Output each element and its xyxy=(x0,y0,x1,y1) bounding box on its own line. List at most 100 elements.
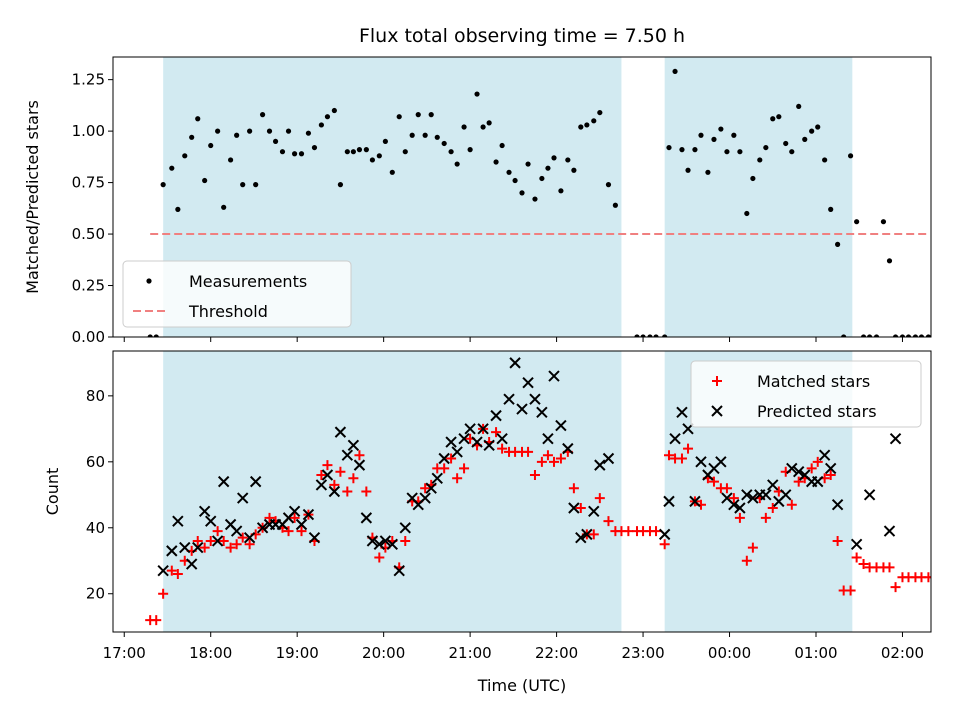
predicted-stars-point xyxy=(451,446,463,458)
x-tick-label: 01:00 xyxy=(794,644,837,662)
matched-stars-point xyxy=(812,456,823,467)
measurements-point xyxy=(634,334,640,337)
measurements-point xyxy=(221,204,227,210)
y-tick-label: 0.25 xyxy=(72,277,105,295)
predicted-stars-point xyxy=(256,522,269,534)
measurements-point xyxy=(666,144,672,151)
measurements-point xyxy=(612,202,618,208)
measurements-point xyxy=(662,334,668,337)
measurements-point xyxy=(783,140,789,147)
predicted-stars-point xyxy=(373,538,386,550)
predicted-stars-point xyxy=(230,525,243,537)
predicted-stars-point xyxy=(568,502,580,514)
measurements-point xyxy=(698,132,704,138)
matched-stars-point xyxy=(452,473,463,484)
matched-stars-point xyxy=(212,526,223,537)
matched-stars-point xyxy=(205,535,216,546)
chart-title: Flux total observing time = 7.50 h xyxy=(359,25,685,47)
legend-label-measurements: Measurements xyxy=(189,272,307,291)
observing-window-2 xyxy=(664,57,853,337)
predicted-stars-point xyxy=(602,452,615,465)
measurements-point xyxy=(382,138,388,145)
predicted-stars-point xyxy=(588,505,600,517)
matched-stars-point xyxy=(923,572,931,583)
predicted-stars-point xyxy=(438,452,450,465)
predicted-stars-point xyxy=(812,475,824,488)
observing-window-1 xyxy=(163,351,622,632)
y-axis-label-top: Matched/Predicted stars xyxy=(23,100,42,294)
matched-stars-point xyxy=(296,526,307,537)
predicted-stars-point xyxy=(780,489,792,501)
predicted-stars-point xyxy=(760,489,772,501)
y-tick-label: 0.75 xyxy=(72,174,105,192)
y-tick-label: 0.00 xyxy=(72,328,105,346)
predicted-stars-point xyxy=(341,449,354,461)
measurements-point xyxy=(189,134,195,140)
legend-box xyxy=(690,360,922,428)
y-tick-label: 0.50 xyxy=(72,225,105,243)
measurements-point xyxy=(311,144,318,151)
measurements-point xyxy=(905,334,912,337)
matched-stars-point xyxy=(708,476,719,487)
predicted-stars-point xyxy=(179,541,191,554)
measurements-point xyxy=(605,182,612,188)
measurements-point xyxy=(247,128,253,134)
matched-stars-point xyxy=(683,443,694,454)
measurements-point xyxy=(796,103,802,110)
measurements-point xyxy=(597,109,603,116)
measurements-point xyxy=(486,120,492,126)
matched-stars-point xyxy=(459,463,470,474)
x-tick-label: 00:00 xyxy=(708,644,751,662)
predicted-stars-point xyxy=(792,466,805,478)
predicted-stars-point xyxy=(249,475,262,488)
predicted-stars-point xyxy=(353,459,366,471)
measurements-point xyxy=(822,157,828,163)
measurements-point xyxy=(737,149,743,155)
measurements-point xyxy=(578,124,584,130)
measurements-point xyxy=(480,124,486,130)
panel-counts: 20 40 60 80 17:00 18:00 19:00 20:00 21:00 22:00 23… xyxy=(86,350,952,662)
matched-stars-point xyxy=(289,512,300,523)
y-tick-label: 60 xyxy=(86,453,105,471)
matched-stars-point xyxy=(676,453,687,464)
matched-stars-point xyxy=(721,483,732,494)
predicted-stars-point xyxy=(734,502,746,514)
measurements-point xyxy=(519,190,525,196)
measurements-point xyxy=(731,132,737,138)
predicted-stars-point xyxy=(715,456,727,468)
measurements-point xyxy=(653,334,659,337)
matched-stars-point xyxy=(529,470,540,481)
predicted-stars-point xyxy=(741,489,753,501)
measurements-point xyxy=(363,147,369,153)
x-tick-label: 17:00 xyxy=(103,644,146,662)
matched-stars-point xyxy=(523,446,534,457)
measurements-point xyxy=(259,112,266,118)
measurements-point xyxy=(551,155,557,161)
plot-area xyxy=(145,357,952,626)
measurements-point xyxy=(886,258,893,264)
measurements-point xyxy=(202,177,208,184)
measurements-point xyxy=(512,177,518,184)
predicted-stars-point xyxy=(575,531,587,544)
predicted-stars-point xyxy=(516,403,528,415)
matched-stars-point xyxy=(858,559,869,570)
measurements-point xyxy=(337,182,344,188)
x-axis-label: Time (UTC) xyxy=(477,676,566,695)
predicted-stars-point xyxy=(379,535,392,547)
matched-stars-point xyxy=(728,493,739,504)
measurements-point xyxy=(892,334,899,337)
y-tick-label: 40 xyxy=(86,519,105,537)
matched-stars-point xyxy=(603,516,614,527)
measurements-point xyxy=(532,196,538,202)
matched-stars-point xyxy=(588,529,599,540)
measurements-point xyxy=(195,116,201,122)
measurements-point xyxy=(298,151,305,157)
predicted-stars-point xyxy=(458,433,470,445)
predicted-stars-point xyxy=(217,475,230,488)
matched-stars-point xyxy=(942,572,952,582)
measurements-point xyxy=(724,149,730,155)
matched-stars-point xyxy=(322,460,333,471)
predicted-stars-point xyxy=(669,433,681,445)
matched-stars-point xyxy=(231,539,242,550)
